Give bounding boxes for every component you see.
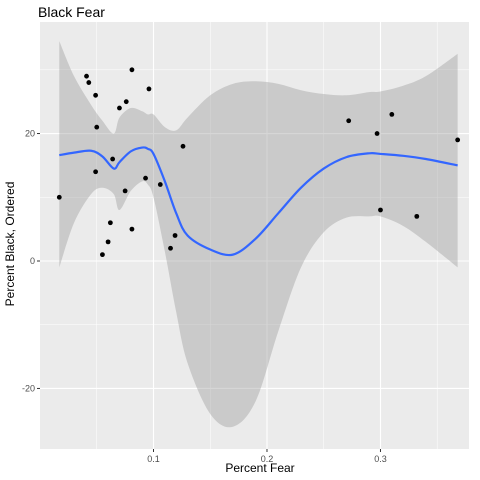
x-axis-title: Percent Fear — [225, 461, 294, 475]
x-tick-label: 0.2 — [261, 454, 274, 464]
data-point — [107, 220, 113, 226]
data-point — [56, 194, 62, 200]
data-points — [56, 67, 461, 258]
y-tick-label: 20 — [25, 129, 35, 139]
data-point — [143, 175, 148, 181]
data-point — [122, 188, 128, 194]
y-axis-title: Percent Black, Ordered — [3, 182, 17, 307]
smooth-line — [59, 146, 458, 257]
data-point — [105, 239, 111, 245]
data-point — [455, 137, 461, 143]
data-point — [93, 92, 99, 98]
data-point — [94, 124, 100, 130]
x-tick-label: 0.3 — [374, 454, 387, 464]
data-point — [100, 252, 105, 258]
data-point — [157, 182, 163, 187]
data-point — [374, 131, 380, 136]
data-point — [414, 213, 420, 219]
data-point — [110, 156, 116, 162]
data-point — [346, 118, 352, 124]
data-point — [117, 105, 122, 111]
y-axis-ticks: -20 0 20 — [22, 129, 40, 393]
x-axis-ticks: 0.1 0.2 0.3 — [147, 449, 387, 464]
x-tick-label: 0.1 — [147, 454, 160, 464]
data-point — [129, 67, 135, 73]
confidence-band — [59, 41, 458, 428]
data-point — [86, 80, 92, 85]
plot-panel — [40, 22, 469, 449]
data-point — [123, 99, 129, 105]
data-point — [389, 112, 395, 117]
y-tick-label: -20 — [22, 383, 35, 393]
data-point — [93, 169, 99, 175]
data-point — [146, 86, 152, 92]
data-point — [172, 233, 178, 238]
major-gridlines — [40, 22, 469, 449]
data-point — [180, 143, 186, 149]
minor-gridlines — [40, 22, 469, 449]
data-point — [129, 226, 135, 232]
data-point — [84, 73, 89, 79]
y-tick-label: 0 — [30, 256, 35, 266]
chart-title: Black Fear — [38, 4, 105, 20]
data-point — [378, 207, 383, 213]
data-point — [168, 245, 173, 251]
